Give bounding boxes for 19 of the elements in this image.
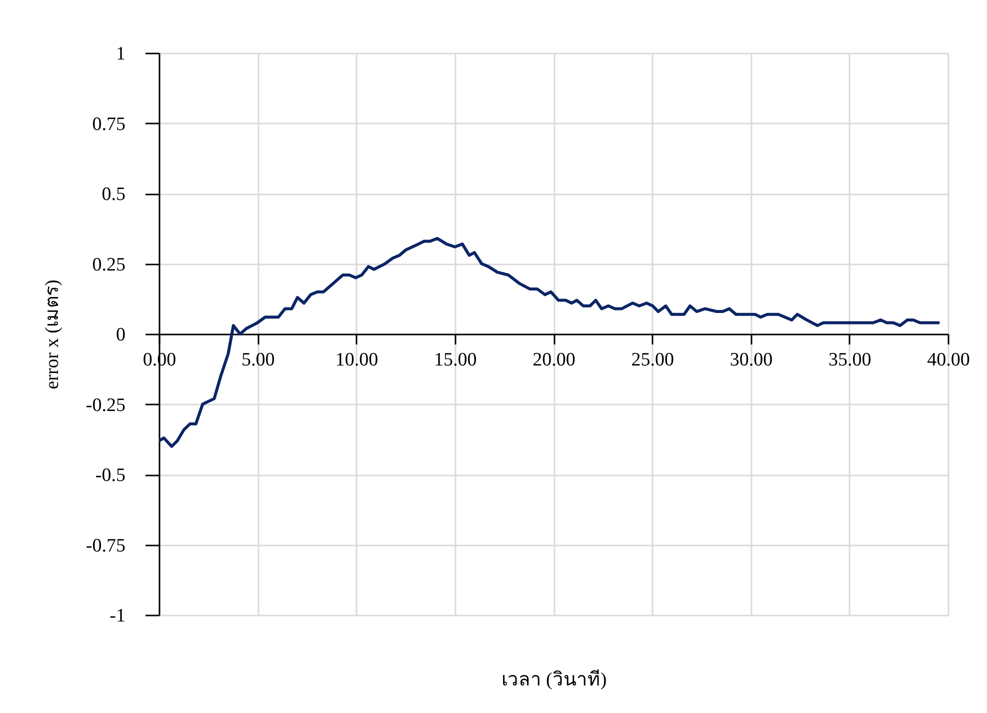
x-tick-label: 35.00 [828,350,872,370]
x-tick-label: 10.00 [335,350,378,370]
x-tick-label: 5.00 [242,350,275,370]
x-tick-label: 20.00 [532,350,576,370]
x-axis-title: เวลา (วินาที) [501,668,607,690]
y-tick-label: -0.75 [86,535,126,556]
y-tick-label: 1 [116,44,126,64]
x-tick-label: 25.00 [631,350,674,370]
x-tick-label: 30.00 [730,350,773,370]
y-tick-label: -1 [110,606,126,626]
y-tick-label: 0.5 [102,184,126,205]
y-tick-label: 0 [116,324,126,346]
y-axis-title: error x (เมตร) [42,280,63,390]
y-tick-label: 0.25 [92,254,126,276]
x-tick-label: 40.00 [927,350,970,370]
x-tick-label: 15.00 [434,350,477,370]
y-tick-label: 0.75 [92,114,126,135]
y-tick-label: -0.25 [86,394,126,416]
y-tick-label: -0.5 [95,465,126,486]
